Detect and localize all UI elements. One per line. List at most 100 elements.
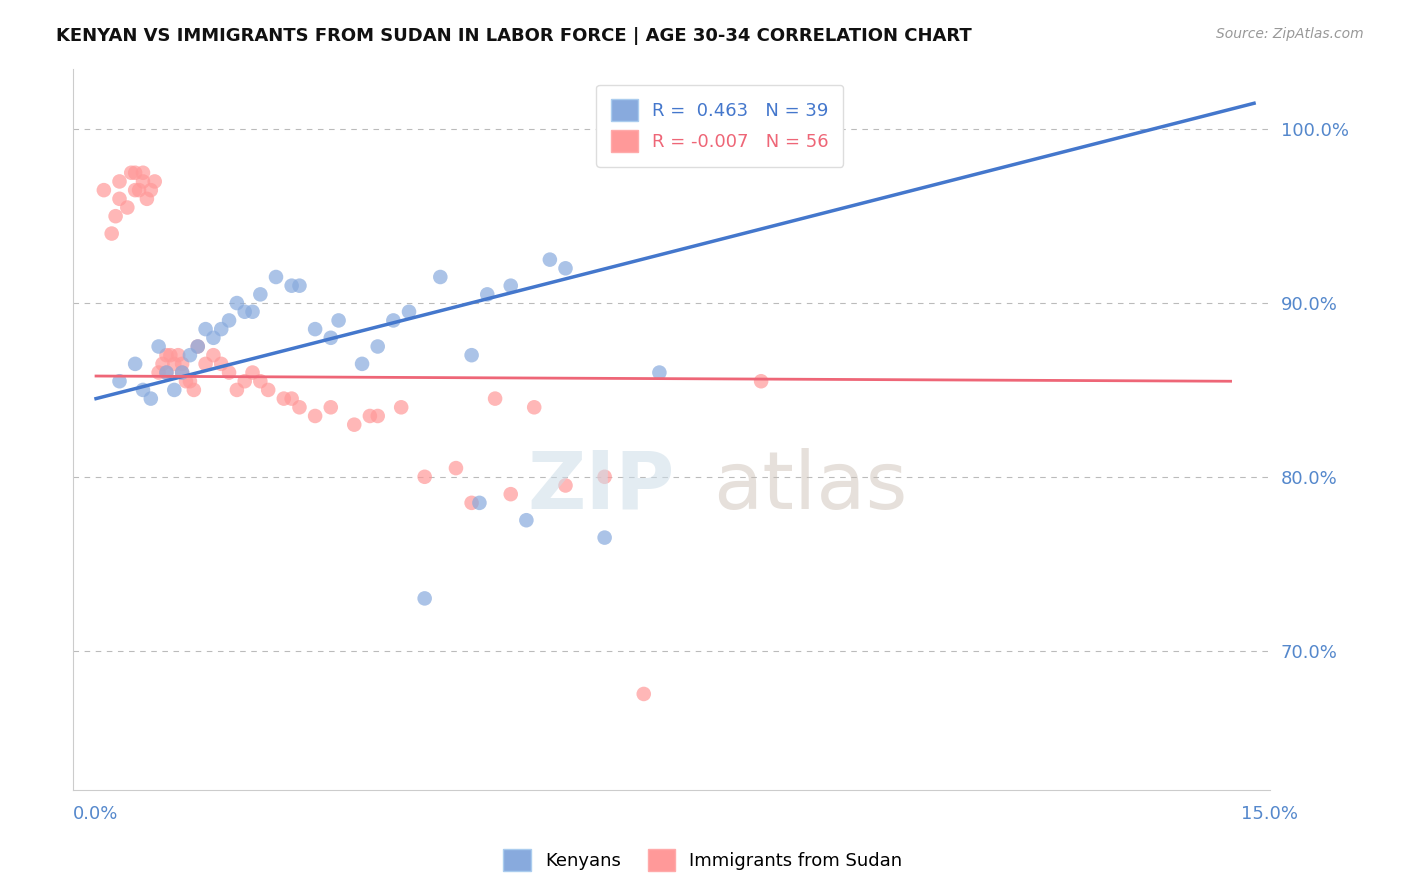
Point xyxy=(155,366,177,380)
Point xyxy=(343,417,366,432)
Point xyxy=(124,166,146,180)
Point xyxy=(172,366,194,380)
Point xyxy=(515,513,537,527)
Point xyxy=(148,366,170,380)
Point xyxy=(135,192,157,206)
Point xyxy=(139,392,162,406)
Point xyxy=(148,339,170,353)
Legend: Kenyans, Immigrants from Sudan: Kenyans, Immigrants from Sudan xyxy=(496,842,910,879)
Text: atlas: atlas xyxy=(713,448,907,525)
Point xyxy=(108,374,131,388)
Point xyxy=(155,348,177,362)
Point xyxy=(264,270,287,285)
Text: ZIP: ZIP xyxy=(527,448,675,525)
Point xyxy=(444,461,467,475)
Point xyxy=(218,313,240,327)
Point xyxy=(749,374,772,388)
Point xyxy=(367,339,389,353)
Point xyxy=(538,252,561,267)
Point xyxy=(187,339,209,353)
Point xyxy=(249,374,271,388)
Point xyxy=(554,261,576,276)
Point xyxy=(288,278,311,293)
Point xyxy=(187,339,209,353)
Point xyxy=(477,287,499,301)
Point xyxy=(202,331,225,345)
Point xyxy=(167,348,190,362)
Point xyxy=(218,366,240,380)
Point xyxy=(288,401,311,415)
Point xyxy=(257,383,280,397)
Point xyxy=(194,322,217,336)
Point xyxy=(155,366,177,380)
Point xyxy=(108,174,131,188)
Point xyxy=(273,392,295,406)
Point xyxy=(304,322,326,336)
Point xyxy=(389,401,412,415)
Point xyxy=(499,487,522,501)
Point xyxy=(523,401,546,415)
Point xyxy=(132,174,155,188)
Point xyxy=(304,409,326,423)
Point xyxy=(633,687,655,701)
Point xyxy=(209,357,232,371)
Point xyxy=(359,409,381,423)
Text: Source: ZipAtlas.com: Source: ZipAtlas.com xyxy=(1216,27,1364,41)
Point xyxy=(242,366,264,380)
Point xyxy=(117,201,139,215)
Point xyxy=(280,278,302,293)
Point xyxy=(124,357,146,371)
Point xyxy=(242,304,264,318)
Point xyxy=(413,470,436,484)
Point xyxy=(352,357,374,371)
Point xyxy=(104,209,127,223)
Point xyxy=(194,357,217,371)
Point xyxy=(319,331,342,345)
Point xyxy=(328,313,350,327)
Point xyxy=(132,166,155,180)
Point xyxy=(163,383,186,397)
Point xyxy=(398,304,420,318)
Point xyxy=(413,591,436,606)
Point xyxy=(179,374,201,388)
Point xyxy=(233,304,256,318)
Point xyxy=(460,348,482,362)
Point xyxy=(499,278,522,293)
Point xyxy=(593,470,616,484)
Point xyxy=(484,392,506,406)
Point xyxy=(100,227,122,241)
Point xyxy=(179,348,201,362)
Text: KENYAN VS IMMIGRANTS FROM SUDAN IN LABOR FORCE | AGE 30-34 CORRELATION CHART: KENYAN VS IMMIGRANTS FROM SUDAN IN LABOR… xyxy=(56,27,972,45)
Point xyxy=(120,166,142,180)
Point xyxy=(128,183,150,197)
Point xyxy=(249,287,271,301)
Point xyxy=(132,383,155,397)
Point xyxy=(233,374,256,388)
Point xyxy=(209,322,232,336)
Point xyxy=(172,366,194,380)
Point xyxy=(152,357,174,371)
Point xyxy=(225,296,247,310)
Legend: R =  0.463   N = 39, R = -0.007   N = 56: R = 0.463 N = 39, R = -0.007 N = 56 xyxy=(596,85,844,167)
Point xyxy=(163,357,186,371)
Point xyxy=(460,496,482,510)
Point xyxy=(367,409,389,423)
Point xyxy=(648,366,671,380)
Point xyxy=(468,496,491,510)
Point xyxy=(202,348,225,362)
Point xyxy=(183,383,205,397)
Point xyxy=(159,348,181,362)
Point xyxy=(108,192,131,206)
Point xyxy=(143,174,166,188)
Point xyxy=(93,183,115,197)
Point xyxy=(429,270,451,285)
Point xyxy=(172,357,194,371)
Point xyxy=(124,183,146,197)
Point xyxy=(593,531,616,545)
Point xyxy=(174,374,197,388)
Point xyxy=(554,478,576,492)
Point xyxy=(319,401,342,415)
Point xyxy=(139,183,162,197)
Point xyxy=(382,313,405,327)
Point xyxy=(225,383,247,397)
